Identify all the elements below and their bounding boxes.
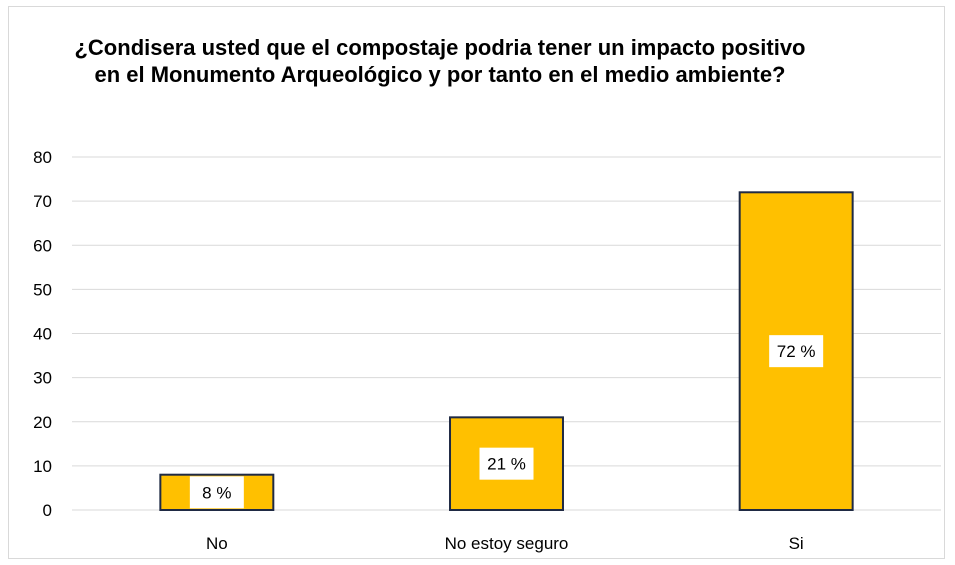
chart-title: ¿Condisera usted que el compostaje podri… [74, 35, 806, 87]
data-label-box [769, 335, 824, 368]
data-labels: 8 % 21 % 72 % [189, 335, 824, 509]
data-label: 72 % [777, 342, 816, 361]
y-axis-ticks: 0 10 20 30 40 50 60 70 80 [33, 148, 52, 520]
y-tick-label: 70 [33, 192, 52, 211]
y-tick-label: 10 [33, 457, 52, 476]
y-tick-label: 0 [43, 501, 52, 520]
y-tick-label: 30 [33, 369, 52, 388]
x-tick-label: Si [789, 534, 804, 553]
y-tick-label: 50 [33, 280, 52, 299]
data-label: 21 % [487, 455, 526, 474]
data-label: 8 % [202, 483, 231, 502]
data-label-box [479, 447, 534, 480]
y-tick-label: 20 [33, 413, 52, 432]
y-tick-label: 40 [33, 325, 52, 344]
x-tick-label: No [206, 534, 228, 553]
x-tick-label: No estoy seguro [445, 534, 569, 553]
data-label-box [189, 476, 244, 509]
x-axis-labels: No No estoy seguro Si [206, 534, 804, 553]
y-tick-label: 80 [33, 148, 52, 167]
y-tick-label: 60 [33, 236, 52, 255]
